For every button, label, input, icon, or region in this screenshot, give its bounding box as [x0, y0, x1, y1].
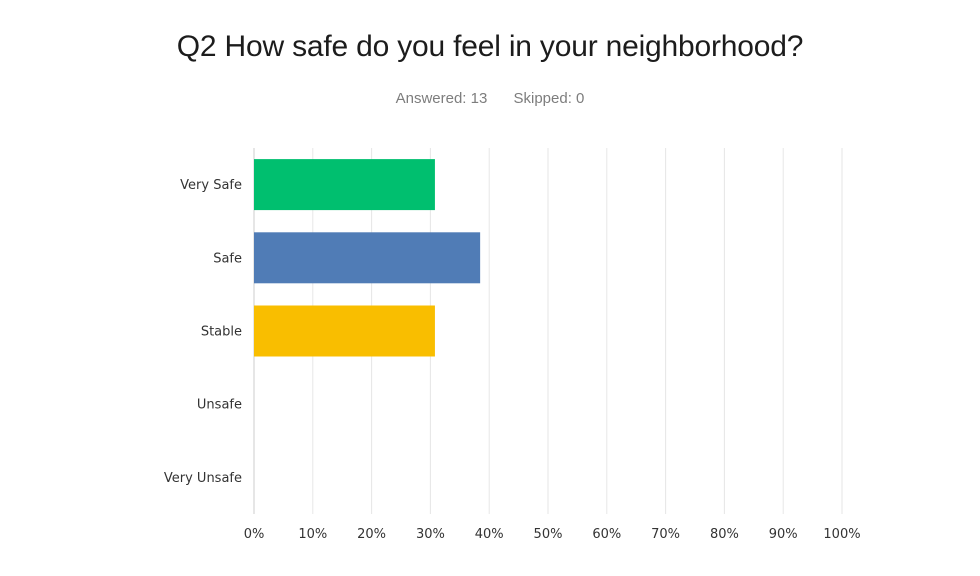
answered-count: Answered: 13	[395, 90, 488, 107]
x-tick-label-20: 20%	[357, 527, 386, 542]
bar-safe	[254, 232, 481, 284]
x-tick-label-70: 70%	[651, 527, 680, 542]
category-label-very-safe: Very Safe	[180, 178, 242, 193]
category-labels: Very Safe Safe Stable Unsafe Very Unsafe	[164, 178, 242, 486]
question-title: Q2 How safe do you feel in your neighbor…	[176, 30, 804, 63]
x-tick-label-10: 10%	[298, 527, 327, 542]
response-stats: Answered: 13 Skipped: 0	[0, 90, 980, 107]
bar-stable	[254, 305, 435, 357]
x-tick-label-80: 80%	[710, 527, 739, 542]
category-label-safe: Safe	[213, 251, 242, 266]
bars	[254, 159, 481, 357]
x-tick-label-0: 0%	[244, 527, 265, 542]
bar-very-safe	[254, 159, 435, 211]
x-tick-label-40: 40%	[475, 527, 504, 542]
x-tick-label-50: 50%	[534, 527, 563, 542]
category-label-stable: Stable	[201, 325, 242, 340]
category-label-very-unsafe: Very Unsafe	[164, 471, 242, 486]
x-tick-label-100: 100%	[823, 527, 860, 542]
x-tick-labels: 0% 10% 20% 30% 40% 50% 60% 70% 80% 90% 100%	[244, 527, 861, 542]
x-tick-label-30: 30%	[416, 527, 445, 542]
x-tick-label-90: 90%	[769, 527, 798, 542]
x-tick-label-60: 60%	[592, 527, 621, 542]
category-label-unsafe: Unsafe	[197, 398, 242, 413]
skipped-count: Skipped: 0	[513, 90, 585, 107]
